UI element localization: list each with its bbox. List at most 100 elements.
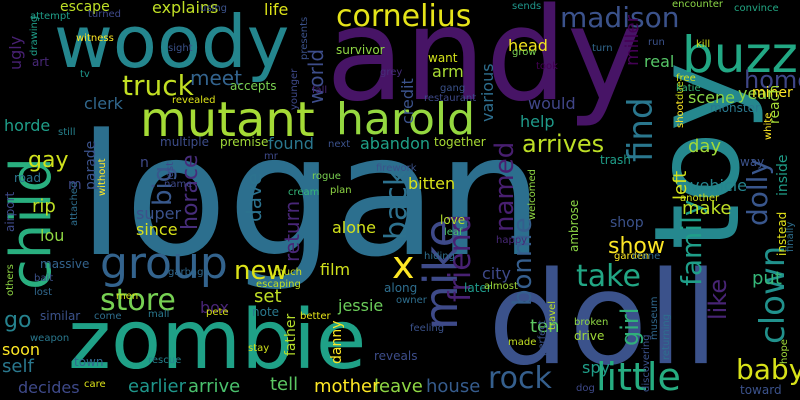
word-toward: toward bbox=[740, 383, 782, 397]
word-help: help bbox=[520, 112, 555, 131]
word-lou: lou bbox=[40, 226, 65, 245]
word-rock: rock bbox=[488, 361, 552, 396]
word-museum: museum bbox=[649, 296, 660, 340]
word-named: named bbox=[490, 141, 520, 232]
word-box: box bbox=[200, 298, 229, 317]
word-cream: cream bbox=[288, 187, 320, 198]
word-leave: leave bbox=[374, 376, 423, 397]
word-shop: shop bbox=[610, 215, 644, 231]
word-revealed: revealed bbox=[172, 95, 216, 106]
word-owner: owner bbox=[396, 295, 427, 306]
word-using: using bbox=[200, 3, 228, 14]
word-hope: hope bbox=[779, 339, 790, 364]
word-love: love bbox=[440, 213, 466, 227]
word-decides: decides bbox=[18, 378, 80, 397]
word-x: x bbox=[392, 243, 415, 287]
word-tv: tv bbox=[80, 69, 90, 80]
word-harold: harold bbox=[336, 94, 476, 145]
word-mr: mr bbox=[264, 151, 278, 162]
word-mutant: mutant bbox=[140, 92, 315, 148]
word-katie: katie bbox=[676, 83, 701, 94]
word-drive: drive bbox=[574, 329, 605, 343]
word-baby: baby bbox=[736, 353, 800, 386]
word-store: store bbox=[100, 283, 176, 318]
word-house: house bbox=[426, 376, 481, 397]
word-since: since bbox=[136, 220, 178, 239]
word-without: without bbox=[97, 158, 108, 196]
word-self: self bbox=[2, 356, 34, 377]
word-ugly: ugly bbox=[6, 35, 25, 70]
word-massive: massive bbox=[40, 257, 90, 271]
word-dog: dog bbox=[576, 383, 595, 394]
word-took: took bbox=[536, 61, 558, 72]
word-bitten: bitten bbox=[408, 174, 456, 193]
word-ten: ten bbox=[530, 316, 560, 337]
word-clerk: clerk bbox=[84, 94, 123, 113]
word-rogue: rogue bbox=[312, 171, 341, 182]
word-escaping: escaping bbox=[256, 279, 301, 290]
word-like: like bbox=[704, 278, 732, 320]
word-gang: gang bbox=[440, 83, 466, 94]
word-survivor: survivor bbox=[336, 43, 385, 57]
word-reveals: reveals bbox=[374, 349, 418, 363]
word-new: new bbox=[234, 256, 288, 286]
word-make: make bbox=[682, 198, 732, 219]
word-drawing: drawing bbox=[29, 15, 40, 56]
word-m: m bbox=[68, 177, 82, 193]
word-town: town bbox=[74, 355, 104, 369]
word-group: group bbox=[100, 238, 228, 289]
word-arrive: arrive bbox=[188, 376, 241, 397]
word-travel: travel bbox=[547, 300, 558, 330]
word-show: show bbox=[608, 234, 665, 259]
word-along: along bbox=[384, 281, 418, 295]
word-return: return bbox=[280, 200, 304, 262]
word-day: day bbox=[688, 136, 722, 157]
word-welcomed: welcomed bbox=[527, 169, 538, 220]
word-rescue: rescue bbox=[148, 355, 182, 366]
word-perfect: perfect bbox=[537, 320, 548, 356]
word-andy: andy bbox=[326, 0, 643, 130]
word-firework: firework bbox=[376, 163, 417, 174]
word-put: put bbox=[752, 268, 782, 289]
word-arm: arm bbox=[432, 62, 464, 81]
word-spy: spy bbox=[582, 358, 610, 377]
word-name: name bbox=[164, 179, 193, 190]
word-abandon: abandon bbox=[360, 134, 430, 153]
word-mall: mall bbox=[148, 309, 170, 320]
word-garden: garden bbox=[614, 251, 650, 262]
word-escape: escape bbox=[60, 0, 110, 15]
word-premise: premise bbox=[220, 135, 269, 149]
word-explains: explains bbox=[152, 0, 219, 17]
word-art: art bbox=[32, 55, 49, 69]
word-take: take bbox=[576, 259, 641, 294]
word-credit: credit bbox=[398, 78, 417, 124]
word-go: go bbox=[4, 308, 32, 333]
word-jessie: jessie bbox=[338, 296, 384, 315]
word-tell: tell bbox=[270, 374, 299, 395]
word-earlier: earlier bbox=[128, 376, 186, 397]
word-miller: miller bbox=[622, 14, 643, 66]
word-grow: grow bbox=[512, 47, 537, 58]
word-grey: grey bbox=[380, 67, 403, 78]
word-danny: danny bbox=[329, 320, 345, 365]
word-presents: presents bbox=[299, 16, 310, 60]
word-free: free bbox=[676, 73, 696, 84]
word-logan: logan bbox=[78, 98, 544, 294]
word-buzz: buzz bbox=[682, 26, 798, 84]
word-turn: turn bbox=[592, 43, 613, 54]
word-together: together bbox=[434, 135, 486, 149]
word-madison: madison bbox=[560, 1, 680, 34]
word-trash: trash bbox=[600, 153, 631, 167]
word-want: want bbox=[428, 51, 458, 65]
word-still: still bbox=[58, 127, 76, 138]
word-ambrose: ambrose bbox=[567, 199, 581, 252]
word-better: better bbox=[300, 311, 331, 322]
word-sends: sends bbox=[512, 1, 542, 12]
word-leaf: leaf bbox=[444, 227, 463, 238]
word-meet: meet bbox=[190, 66, 242, 90]
word-discovering: discovering bbox=[641, 334, 652, 392]
word-woody: woody bbox=[54, 0, 290, 84]
word-head: head bbox=[508, 36, 548, 55]
word-sight: sight bbox=[168, 43, 193, 54]
